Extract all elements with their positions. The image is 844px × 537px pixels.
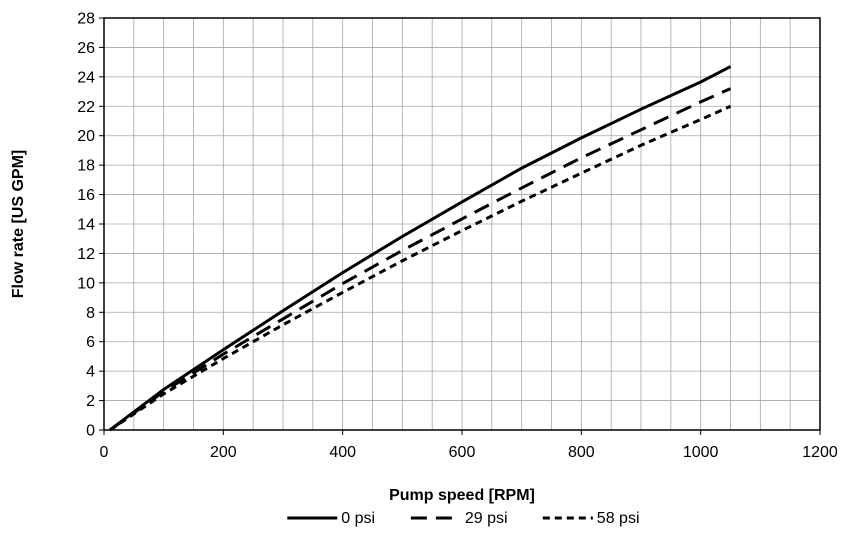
y-axis-title: Flow rate [US GPM] (10, 150, 27, 298)
y-tick-label: 24 (77, 69, 95, 86)
y-tick-label: 22 (77, 99, 95, 116)
series-line-0 (109, 65, 732, 432)
series-lines (109, 65, 732, 432)
x-tick-label: 400 (329, 444, 356, 461)
x-tick-label: 800 (568, 444, 595, 461)
y-tick-label: 26 (77, 40, 95, 57)
series-line-2 (109, 104, 732, 432)
y-tick-label: 18 (77, 158, 95, 175)
y-tick-label: 6 (86, 334, 95, 351)
x-tick-label: 1200 (802, 444, 838, 461)
y-tick-label: 20 (77, 128, 95, 145)
legend-label-1: 29 psi (465, 510, 508, 527)
x-axis-title: Pump speed [RPM] (389, 487, 535, 504)
y-tick-label: 28 (77, 11, 95, 28)
y-tick-label: 4 (86, 364, 95, 381)
y-tick-label: 10 (77, 275, 95, 292)
x-axis-ticks: 0 200 400 600 800 1000 1200 (100, 430, 838, 461)
y-tick-label: 12 (77, 246, 95, 263)
x-tick-label: 200 (210, 444, 237, 461)
legend-label-2: 58 psi (597, 510, 640, 527)
legend: 0 psi 29 psi 58 psi (287, 510, 640, 527)
y-tick-label: 8 (86, 305, 95, 322)
grid (103, 17, 821, 431)
y-tick-label: 14 (77, 217, 95, 234)
y-tick-label: 2 (86, 393, 95, 410)
legend-label-0: 0 psi (341, 510, 375, 527)
y-tick-label: 16 (77, 187, 95, 204)
series-line-1 (109, 87, 732, 432)
y-tick-label: 0 (86, 423, 95, 440)
x-tick-label: 600 (449, 444, 476, 461)
x-tick-label: 0 (100, 444, 109, 461)
x-tick-label: 1000 (683, 444, 719, 461)
